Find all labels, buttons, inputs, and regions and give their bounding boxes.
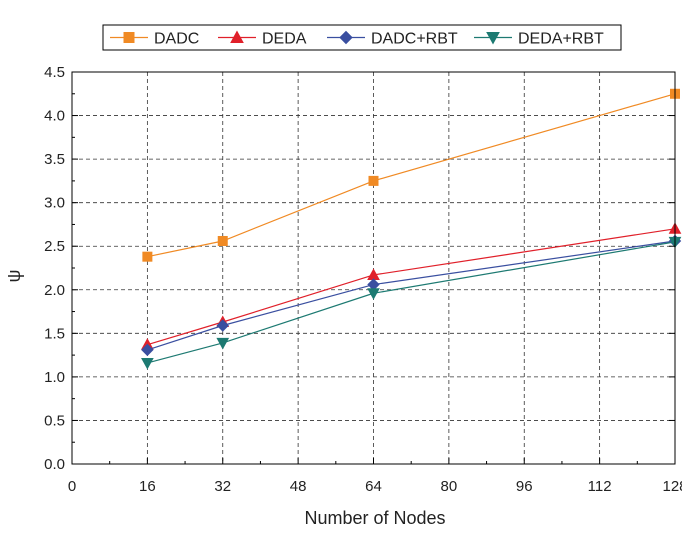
y-tick-label: 2.0 xyxy=(44,282,65,299)
data-point xyxy=(368,175,379,186)
data-point xyxy=(216,319,229,332)
legend-label: DADC+RBT xyxy=(371,31,458,48)
y-tick-label: 4.0 xyxy=(44,108,65,125)
y-tick-label: 1.5 xyxy=(44,325,65,342)
data-point xyxy=(217,235,228,246)
y-axis-label: ψ xyxy=(4,270,24,283)
legend-marker xyxy=(123,32,135,43)
y-tick-label: 3.5 xyxy=(44,151,65,168)
ticks: 0 16 32 48 64 80 96 112 128 0.0 0.5 1.0 1.5 2.0 2.5 3.0… xyxy=(44,64,682,495)
series-line xyxy=(147,240,676,351)
x-tick-label: 112 xyxy=(588,478,612,495)
x-tick-label: 16 xyxy=(139,478,156,495)
x-axis-label: Number of Nodes xyxy=(304,508,445,528)
legend-item: DADC xyxy=(110,31,199,48)
data-point xyxy=(141,343,154,357)
x-tick-label: 80 xyxy=(441,478,458,495)
legend-label: DEDA+RBT xyxy=(518,31,604,48)
x-tick-label: 32 xyxy=(214,478,231,495)
series-deda-rbt xyxy=(141,236,682,370)
legend-item: DEDA xyxy=(218,30,307,48)
y-tick-label: 2.5 xyxy=(44,238,65,255)
x-tick-label: 0 xyxy=(68,478,76,495)
legend-item: DADC+RBT xyxy=(327,31,458,48)
legend-label: DEDA xyxy=(262,31,307,48)
legend-marker xyxy=(339,30,353,45)
x-tick-label: 48 xyxy=(290,478,307,495)
series-line xyxy=(147,228,676,346)
legend: DADC DEDA DADC+RBT DEDA+RBT xyxy=(102,24,622,51)
legend-marker xyxy=(486,32,500,45)
legend-item: DEDA+RBT xyxy=(474,31,604,48)
x-tick-label: 64 xyxy=(365,478,382,495)
legend-label: DADC xyxy=(154,31,199,48)
y-tick-label: 3.0 xyxy=(44,195,65,212)
series-line xyxy=(147,93,676,258)
data-point xyxy=(367,288,380,300)
legend-marker xyxy=(230,30,244,43)
series-line xyxy=(147,241,676,364)
y-tick-label: 4.5 xyxy=(44,64,65,81)
y-tick-label: 1.0 xyxy=(44,369,65,386)
data-point xyxy=(141,357,154,370)
y-tick-label: 0.5 xyxy=(44,412,65,429)
x-tick-label: 96 xyxy=(516,478,533,495)
series-layer xyxy=(141,88,682,370)
data-point xyxy=(216,337,230,350)
x-tick-label: 128 xyxy=(662,478,682,495)
y-tick-label: 0.0 xyxy=(44,456,65,473)
data-point xyxy=(142,251,153,262)
